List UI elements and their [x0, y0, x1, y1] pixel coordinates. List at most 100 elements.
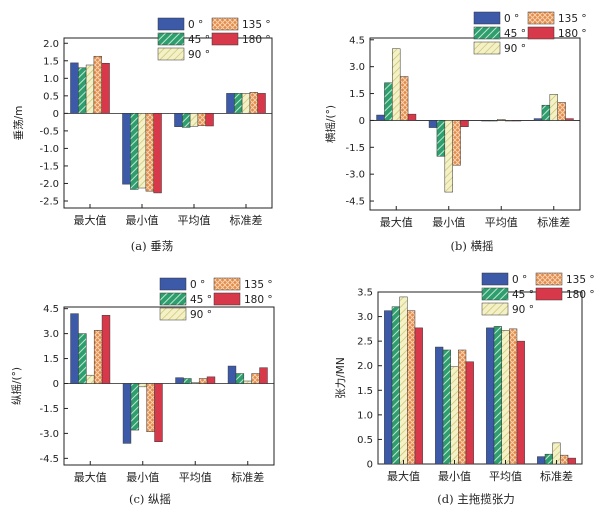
panel-caption: (b) 横摇 — [451, 239, 494, 253]
bar-45deg-4 — [234, 93, 243, 114]
x-category-label: 最小值 — [126, 214, 159, 227]
x-category-label: 标准差 — [231, 470, 264, 484]
bar-45deg-4 — [544, 453, 553, 465]
x-category-label: 平均值 — [178, 214, 211, 227]
bar-90deg-3 — [191, 382, 200, 384]
bar-135deg-3 — [504, 120, 514, 122]
x-category-label: 平均值 — [485, 216, 518, 229]
panel-caption: (a) 垂荡 — [131, 239, 174, 253]
bar-180deg-1 — [407, 113, 417, 121]
bar-0deg-2 — [435, 346, 444, 465]
bar-45deg-4 — [541, 104, 551, 121]
bar-0deg-4 — [537, 456, 546, 465]
legend-label: 180 ° — [244, 294, 273, 306]
y-tick-label: 1.5 — [43, 56, 59, 67]
bar-90deg-2 — [450, 366, 459, 465]
bar-45deg-3 — [493, 326, 502, 465]
legend-swatch-180deg — [535, 287, 563, 301]
bar-45deg-3 — [489, 120, 498, 122]
y-tick-label: -3.0 — [345, 170, 365, 181]
bar-0deg-4 — [227, 365, 237, 384]
legend-label: 135 ° — [242, 19, 271, 31]
y-tick-label: -1.0 — [39, 144, 59, 155]
y-tick-label: 3.0 — [349, 62, 365, 73]
y-tick-label: 4.5 — [349, 35, 365, 46]
bar-45deg-2 — [130, 383, 140, 431]
bar-90deg-3 — [501, 330, 510, 465]
bar-90deg-1 — [86, 374, 95, 384]
bar-45deg-4 — [235, 373, 245, 384]
legend-swatch-135deg — [213, 277, 241, 291]
bar-0deg-1 — [376, 114, 385, 121]
bar-135deg-2 — [458, 349, 467, 465]
bar-180deg-3 — [512, 120, 522, 122]
legend-label: 90 ° — [188, 49, 210, 61]
bar-0deg-1 — [384, 310, 393, 465]
bar-0deg-3 — [481, 120, 490, 122]
x-category-label: 平均值 — [489, 470, 522, 483]
legend-swatch-0deg — [481, 272, 509, 286]
bar-0deg-1 — [70, 62, 79, 114]
legend: 0 ° 45 ° 90 ° 135 ° 180 ° — [481, 272, 595, 316]
x-category-label: 标准差 — [540, 469, 573, 483]
x-category-label: 标准差 — [230, 213, 263, 227]
legend-swatch-90deg — [481, 302, 509, 316]
bar-45deg-1 — [384, 82, 393, 121]
legend-label: 45 ° — [188, 34, 210, 46]
y-tick-label: 1.0 — [357, 410, 373, 421]
bar-180deg-2 — [465, 361, 474, 465]
legend-label: 90 ° — [512, 304, 534, 316]
bar-0deg-3 — [175, 377, 184, 384]
bar-180deg-4 — [259, 367, 268, 384]
bar-0deg-1 — [70, 313, 79, 384]
legend-swatch-180deg — [527, 26, 555, 40]
y-tick-label: 3.0 — [357, 312, 373, 323]
bar-90deg-2 — [137, 113, 147, 189]
x-category-label: 最小值 — [432, 216, 465, 229]
y-axis-label: 张力/MN — [334, 357, 347, 398]
legend-swatch-135deg — [211, 17, 239, 31]
legend-label: 180 ° — [242, 34, 271, 46]
y-tick-label: -2.5 — [39, 196, 59, 207]
legend-label: 135 ° — [558, 13, 587, 25]
legend-label: 180 ° — [558, 28, 587, 40]
legend-swatch-45deg — [473, 26, 501, 40]
y-tick-label: 0 — [359, 116, 365, 127]
bar-90deg-1 — [399, 296, 408, 465]
legend-swatch-45deg — [159, 292, 187, 306]
bar-135deg-1 — [399, 76, 409, 121]
plot-frame — [63, 306, 275, 466]
panel-caption: (d) 主拖揽张力 — [437, 492, 515, 506]
legend-swatch-180deg — [211, 32, 239, 46]
legend-label: 0 ° — [190, 279, 205, 291]
bar-180deg-1 — [414, 327, 423, 465]
y-tick-label: 1.5 — [349, 89, 365, 100]
bar-90deg-1 — [392, 48, 401, 121]
y-tick-label: -0.5 — [39, 126, 59, 137]
bar-180deg-3 — [205, 113, 214, 127]
bar-45deg-3 — [183, 378, 192, 384]
bar-45deg-1 — [78, 333, 87, 384]
bar-45deg-2 — [130, 113, 139, 190]
y-tick-label: 2.0 — [357, 361, 373, 372]
bar-45deg-2 — [436, 120, 446, 157]
legend-swatch-0deg — [159, 277, 187, 291]
y-tick-label: -1.5 — [39, 161, 59, 172]
legend-swatch-45deg — [157, 32, 185, 46]
bar-135deg-4 — [249, 92, 258, 114]
y-tick-label: 0.5 — [43, 91, 59, 102]
bar-135deg-3 — [198, 378, 208, 384]
legend-label: 0 ° — [188, 19, 203, 31]
y-tick-label: 1.5 — [357, 386, 373, 397]
panel-caption: (c) 纵摇 — [129, 492, 171, 506]
bar-45deg-1 — [391, 306, 400, 465]
legend-label: 135 ° — [244, 279, 273, 291]
x-category-label: 标准差 — [537, 215, 570, 229]
legend-swatch-90deg — [157, 47, 185, 61]
x-category-label: 最大值 — [74, 470, 107, 484]
bar-0deg-4 — [226, 93, 235, 114]
bar-0deg-2 — [428, 120, 438, 128]
legend-swatch-0deg — [473, 11, 501, 25]
y-tick-label: 0.5 — [357, 435, 373, 446]
